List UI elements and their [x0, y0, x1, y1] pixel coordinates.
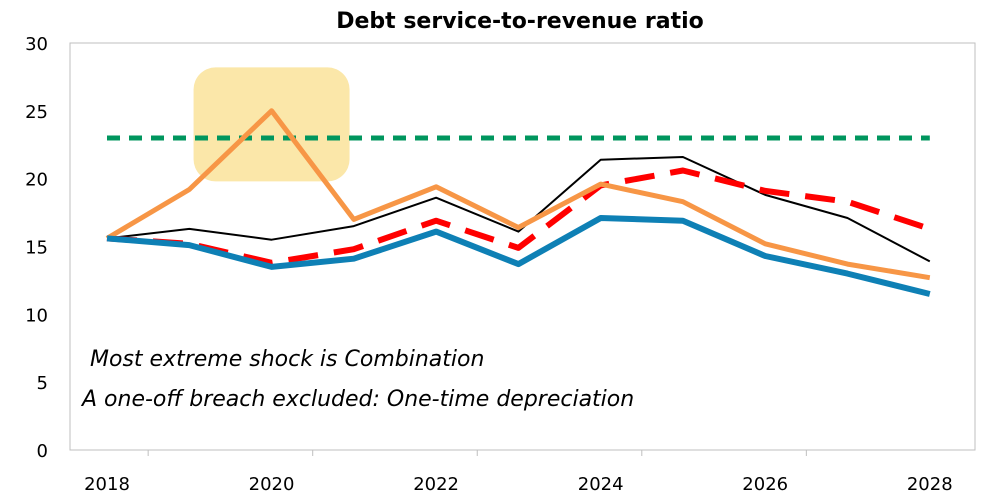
y-tick-label: 20: [25, 170, 48, 191]
x-tick-label: 2024: [578, 474, 624, 495]
chart-title: Debt service-to-revenue ratio: [336, 9, 704, 34]
annotation-extreme-shock: Most extreme shock is Combination: [90, 347, 484, 372]
x-tick-label: 2020: [249, 474, 295, 495]
x-tick-label: 2022: [413, 474, 459, 495]
y-tick-label: 5: [37, 373, 48, 394]
x-tick-label: 2018: [84, 474, 130, 495]
y-tick-label: 15: [25, 238, 48, 259]
shock-line: [105, 108, 931, 281]
x-tick-label: 2026: [742, 474, 788, 495]
historical-scenario-line: [106, 167, 931, 266]
y-tick-label: 10: [25, 305, 48, 326]
combination-line: [106, 215, 931, 297]
y-tick-label: 0: [37, 441, 48, 462]
annotation-one-off-breach: A one-off breach excluded: One-time depr…: [80, 387, 634, 412]
baseline-line: [106, 156, 931, 263]
x-tick-label: 2028: [907, 474, 953, 495]
y-tick-label: 30: [25, 34, 48, 55]
y-tick-label: 25: [25, 102, 48, 123]
plot-frame: [69, 42, 976, 451]
highlight-box: [193, 67, 350, 182]
